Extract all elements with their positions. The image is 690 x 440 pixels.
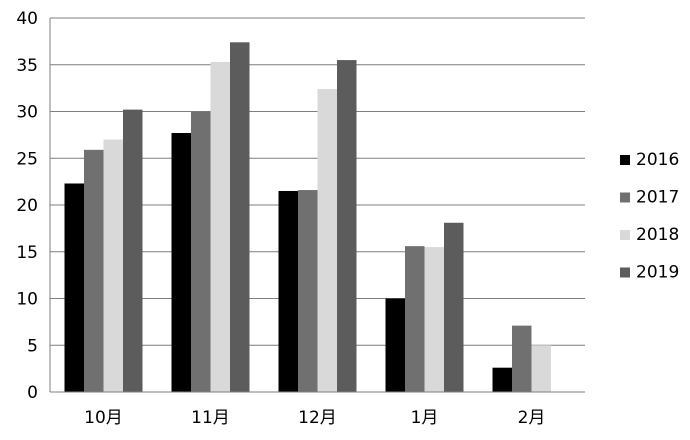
bar-2016-2 xyxy=(278,190,298,392)
legend-swatch-2016 xyxy=(620,155,630,165)
y-tick-label: 40 xyxy=(16,9,38,29)
x-tick-label: 2月 xyxy=(518,408,546,428)
bar-2018-4 xyxy=(531,345,551,392)
y-tick-label: 20 xyxy=(16,196,38,216)
legend-label-2018: 2018 xyxy=(636,225,679,245)
bar-2016-1 xyxy=(171,133,191,392)
y-tick-label: 25 xyxy=(16,149,38,169)
legend-label-2019: 2019 xyxy=(636,263,679,283)
y-tick-label: 35 xyxy=(16,56,38,76)
x-tick-label: 12月 xyxy=(298,408,337,428)
y-tick-label: 5 xyxy=(27,336,38,356)
bar-2016-0 xyxy=(64,183,84,392)
legend-swatch-2017 xyxy=(620,192,630,203)
legend-swatch-2019 xyxy=(620,267,630,278)
legend-swatch-2018 xyxy=(620,230,630,240)
bar-2019-2 xyxy=(337,60,357,392)
y-tick-label: 10 xyxy=(16,290,38,310)
y-tick-label: 30 xyxy=(16,103,38,123)
bar-2017-3 xyxy=(405,246,425,392)
bar-2017-1 xyxy=(191,111,211,392)
bar-2019-1 xyxy=(230,42,250,393)
y-tick-label: 15 xyxy=(16,243,38,263)
y-tick-label: 0 xyxy=(27,383,38,403)
bar-2018-1 xyxy=(210,61,230,392)
x-tick-label: 10月 xyxy=(84,408,123,428)
bar-2019-0 xyxy=(123,109,143,392)
legend: 2016 2017 2018 2019 xyxy=(620,150,679,283)
legend-label-2016: 2016 xyxy=(636,150,679,170)
bar-2019-3 xyxy=(444,222,464,392)
x-tick-label: 11月 xyxy=(191,408,230,428)
legend-label-2017: 2017 xyxy=(636,188,679,208)
bar-2018-2 xyxy=(317,89,337,392)
bar-2017-0 xyxy=(84,149,104,392)
bar-2016-4 xyxy=(492,367,512,392)
bar-2017-2 xyxy=(298,190,318,392)
bar-2018-0 xyxy=(103,139,123,392)
bars xyxy=(64,42,551,393)
bar-2018-3 xyxy=(424,247,444,392)
bar-2016-3 xyxy=(385,298,405,392)
y-tick-labels: 0 5 10 15 20 25 30 35 40 xyxy=(16,9,38,403)
axes xyxy=(49,18,585,393)
x-tick-label: 1月 xyxy=(411,408,439,428)
bar-2017-4 xyxy=(512,325,532,392)
x-tick-labels: 10月 11月 12月 1月 2月 xyxy=(84,408,545,428)
